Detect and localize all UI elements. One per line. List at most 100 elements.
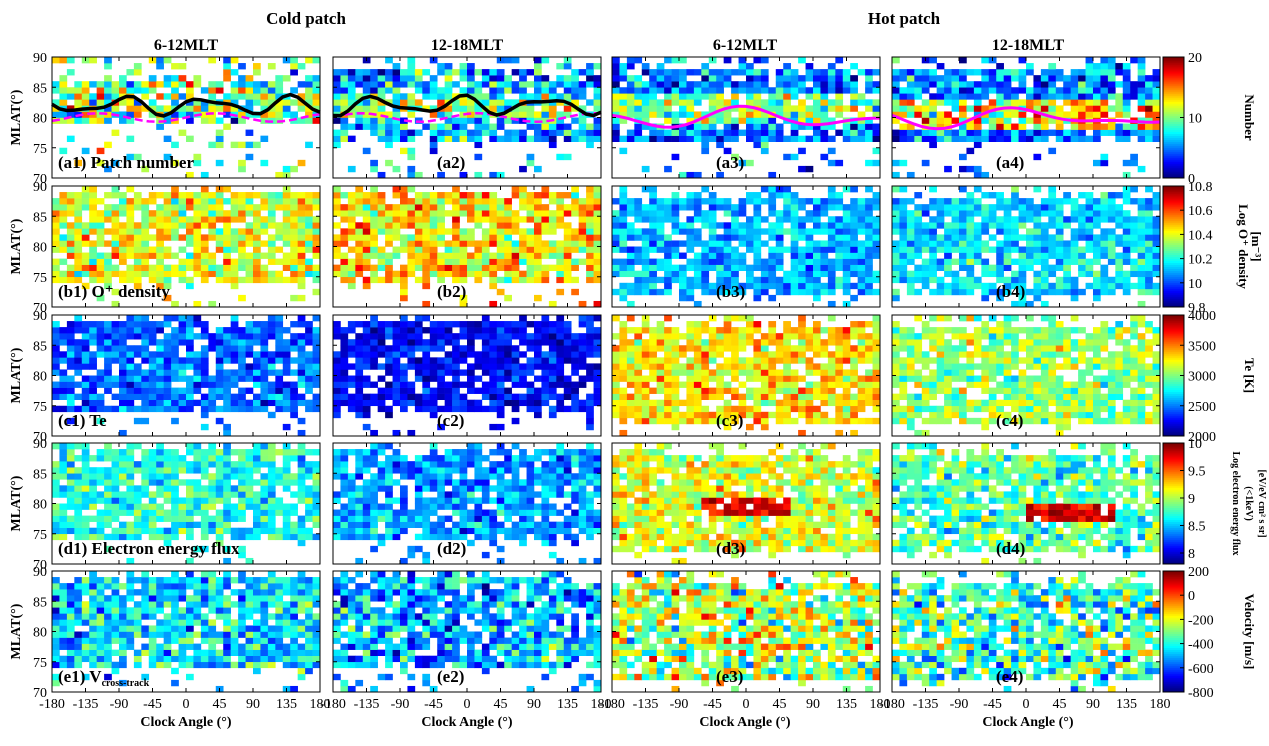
heatmap-cell bbox=[534, 210, 542, 217]
heatmap-cell bbox=[370, 381, 378, 388]
heatmap-cell bbox=[813, 276, 821, 284]
heatmap-cell bbox=[414, 216, 423, 223]
heatmap-cell bbox=[422, 393, 431, 400]
heatmap-cell bbox=[1152, 222, 1161, 229]
heatmap-cell bbox=[74, 327, 83, 334]
heatmap-cell bbox=[156, 216, 164, 223]
heatmap-cell bbox=[340, 234, 349, 241]
heatmap-cell bbox=[245, 210, 254, 217]
heatmap-cell bbox=[133, 282, 142, 290]
heatmap-cell bbox=[768, 282, 777, 290]
heatmap-cell bbox=[760, 105, 769, 112]
heatmap-cell bbox=[641, 363, 650, 370]
heatmap-cell bbox=[96, 210, 105, 217]
heatmap-cell bbox=[548, 375, 557, 382]
heatmap-cell bbox=[612, 375, 620, 382]
heatmap-cell bbox=[126, 381, 135, 388]
heatmap-cell bbox=[496, 276, 505, 284]
heatmap-cell bbox=[111, 105, 120, 112]
heatmap-cell bbox=[104, 282, 112, 290]
heatmap-cell bbox=[193, 258, 202, 265]
heatmap-cell bbox=[133, 387, 142, 394]
heatmap-cell bbox=[148, 234, 157, 241]
heatmap-cell bbox=[245, 399, 254, 407]
heatmap-cell bbox=[872, 228, 881, 235]
heatmap-cell bbox=[52, 246, 60, 253]
heatmap-cell bbox=[626, 99, 635, 106]
heatmap-cell bbox=[1100, 264, 1109, 271]
heatmap-cell bbox=[459, 399, 468, 407]
heatmap-cell bbox=[738, 210, 747, 217]
heatmap-cell bbox=[760, 282, 769, 290]
heatmap-cell bbox=[921, 228, 930, 235]
heatmap-cell bbox=[467, 63, 475, 70]
heatmap-cell bbox=[74, 363, 83, 370]
heatmap-cell bbox=[66, 87, 75, 94]
heatmap-cell bbox=[104, 216, 112, 223]
heatmap-cell bbox=[496, 252, 505, 259]
heatmap-cell bbox=[481, 75, 490, 82]
heatmap-cell bbox=[104, 276, 112, 284]
heatmap-cell bbox=[1055, 252, 1064, 259]
heatmap-cell bbox=[260, 204, 269, 211]
heatmap-cell bbox=[347, 99, 356, 106]
heatmap-cell bbox=[899, 87, 908, 94]
heatmap-cell bbox=[586, 204, 594, 211]
heatmap-cell bbox=[392, 393, 401, 400]
heatmap-cell bbox=[444, 111, 453, 118]
heatmap-cell bbox=[850, 228, 858, 235]
heatmap-cell bbox=[200, 411, 209, 419]
heatmap-cell bbox=[282, 210, 291, 217]
heatmap-cell bbox=[701, 270, 710, 278]
heatmap-cell bbox=[892, 228, 900, 235]
heatmap-cell bbox=[1026, 228, 1034, 235]
heatmap-cell bbox=[312, 345, 321, 352]
heatmap-cell bbox=[619, 282, 628, 290]
heatmap-cell bbox=[392, 345, 401, 352]
heatmap-cell bbox=[693, 198, 702, 205]
heatmap-cell bbox=[171, 417, 179, 425]
heatmap-cell bbox=[619, 135, 628, 142]
heatmap-cell bbox=[634, 411, 643, 419]
heatmap-cell bbox=[929, 75, 937, 82]
heatmap-cell bbox=[392, 234, 401, 241]
heatmap-cell bbox=[563, 135, 572, 142]
heatmap-cell bbox=[857, 228, 866, 235]
heatmap-cell bbox=[1003, 240, 1012, 247]
heatmap-cell bbox=[526, 111, 535, 118]
heatmap-cell bbox=[1093, 81, 1101, 88]
heatmap-cell bbox=[686, 129, 695, 136]
heatmap-cell bbox=[59, 93, 68, 100]
heatmap-cell bbox=[936, 216, 945, 223]
heatmap-cell bbox=[267, 333, 276, 340]
heatmap-cell bbox=[526, 252, 535, 259]
heatmap-cell bbox=[171, 357, 179, 364]
heatmap-cell bbox=[556, 216, 565, 223]
heatmap-cell bbox=[377, 192, 386, 199]
heatmap-cell bbox=[1011, 198, 1019, 205]
heatmap-cell bbox=[474, 141, 483, 149]
heatmap-cell bbox=[370, 315, 378, 322]
heatmap-cell bbox=[534, 333, 542, 340]
heatmap-cell bbox=[820, 75, 829, 82]
heatmap-cell bbox=[407, 210, 416, 217]
heatmap-cell bbox=[1055, 105, 1064, 112]
heatmap-cell bbox=[746, 159, 754, 167]
heatmap-cell bbox=[407, 198, 416, 205]
heatmap-cell bbox=[556, 357, 565, 364]
heatmap-cell bbox=[612, 228, 620, 235]
heatmap-cell bbox=[333, 186, 341, 193]
heatmap-cell bbox=[347, 351, 356, 358]
heatmap-cell bbox=[842, 282, 851, 290]
heatmap-cell bbox=[783, 75, 791, 82]
heatmap-cell bbox=[563, 228, 572, 235]
heatmap-cell bbox=[489, 93, 498, 100]
heatmap-cell bbox=[1048, 210, 1057, 217]
heatmap-cell bbox=[619, 210, 628, 217]
heatmap-cell bbox=[805, 282, 814, 290]
heatmap-cell bbox=[1107, 105, 1116, 112]
heatmap-cell bbox=[481, 258, 490, 265]
heatmap-cell bbox=[1100, 228, 1109, 235]
heatmap-cell bbox=[422, 399, 431, 407]
heatmap-cell bbox=[593, 135, 602, 142]
